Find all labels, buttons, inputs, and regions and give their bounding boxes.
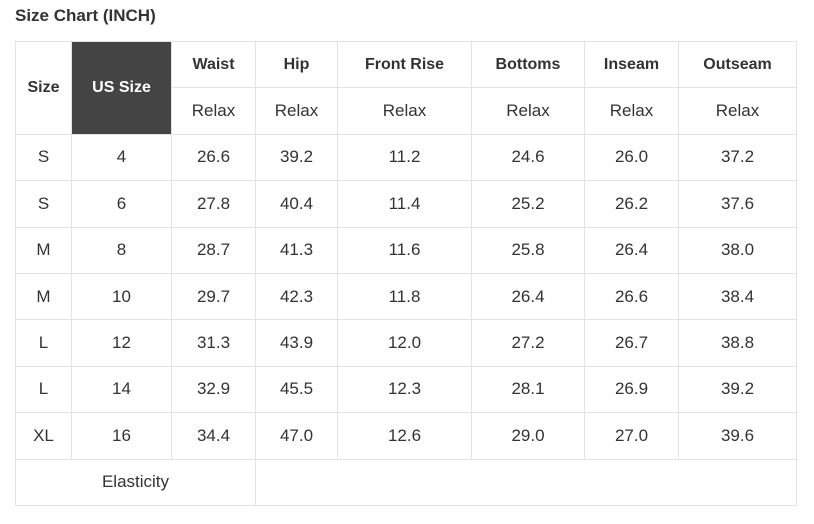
table-cell: 14 bbox=[71, 365, 172, 414]
table-row: Size US Size Waist Hip Front Rise Bottoms Inse… bbox=[15, 40, 797, 135]
header-cell: Outseam bbox=[678, 40, 797, 89]
table-cell: 42.3 bbox=[255, 272, 338, 321]
table-cell: M bbox=[15, 272, 72, 321]
table-cell: 12 bbox=[71, 319, 172, 367]
table-cell: 43.9 bbox=[255, 319, 338, 367]
table-cell: M bbox=[15, 226, 72, 274]
table-row: S 4 26.6 39.2 11.2 24.6 26.0 37.2 bbox=[15, 133, 797, 182]
table-cell: 45.5 bbox=[255, 365, 338, 414]
table-cell: 25.8 bbox=[471, 226, 585, 274]
table-cell: 29.7 bbox=[171, 272, 256, 321]
table-cell: 16 bbox=[71, 412, 172, 460]
table-cell: 26.4 bbox=[471, 272, 585, 321]
table-cell: 11.2 bbox=[337, 133, 472, 182]
table-cell: S bbox=[15, 180, 72, 228]
size-table: Size US Size Waist Hip Front Rise Bottoms Inse… bbox=[15, 40, 797, 506]
empty-cell bbox=[255, 458, 797, 506]
table-cell: 34.4 bbox=[171, 412, 256, 460]
table-row: M 10 29.7 42.3 11.8 26.4 26.6 38.4 bbox=[15, 272, 797, 321]
header-cell: Front Rise bbox=[337, 40, 472, 89]
footer-cell: Elasticity bbox=[15, 458, 256, 506]
table-cell: 26.0 bbox=[584, 133, 679, 182]
table-cell: 38.4 bbox=[678, 272, 797, 321]
table-cell: 39.2 bbox=[678, 365, 797, 414]
table-cell: 6 bbox=[71, 180, 172, 228]
table-cell: 38.0 bbox=[678, 226, 797, 274]
table-row: Relax Relax Relax Relax Relax Relax bbox=[16, 87, 797, 135]
table-cell: 37.6 bbox=[678, 180, 797, 228]
header-cell: Waist bbox=[171, 40, 256, 89]
header-cell: US Size bbox=[71, 41, 172, 135]
table-cell: 12.6 bbox=[337, 412, 472, 460]
subheader-cell: Relax bbox=[471, 87, 585, 135]
table-row: XL 16 34.4 47.0 12.6 29.0 27.0 39.6 bbox=[15, 412, 797, 460]
table-cell: 11.4 bbox=[337, 180, 472, 228]
table-cell: 24.6 bbox=[471, 133, 585, 182]
table-cell: 10 bbox=[71, 272, 172, 321]
table-cell: XL bbox=[15, 412, 72, 460]
table-cell: 37.2 bbox=[678, 133, 797, 182]
table-cell: 32.9 bbox=[171, 365, 256, 414]
table-cell: 39.6 bbox=[678, 412, 797, 460]
table-row: Elasticity bbox=[15, 458, 797, 506]
subheader-cell: Relax bbox=[171, 87, 256, 135]
table-cell: 39.2 bbox=[255, 133, 338, 182]
table-cell: 26.7 bbox=[584, 319, 679, 367]
table-cell: 26.2 bbox=[584, 180, 679, 228]
table-row: L 12 31.3 43.9 12.0 27.2 26.7 38.8 bbox=[15, 319, 797, 367]
table-cell: 27.2 bbox=[471, 319, 585, 367]
table-cell: 26.4 bbox=[584, 226, 679, 274]
table-cell: L bbox=[15, 365, 72, 414]
table-cell: 40.4 bbox=[255, 180, 338, 228]
subheader-cell: Relax bbox=[584, 87, 679, 135]
table-cell: 29.0 bbox=[471, 412, 585, 460]
table-cell: 47.0 bbox=[255, 412, 338, 460]
title: Size Chart (INCH) bbox=[15, 6, 156, 25]
table-cell: 4 bbox=[71, 133, 172, 182]
header-cell: Inseam bbox=[584, 40, 679, 89]
header-cell: Hip bbox=[255, 40, 338, 89]
table-cell: 41.3 bbox=[255, 226, 338, 274]
table-row: M 8 28.7 41.3 11.6 25.8 26.4 38.0 bbox=[15, 226, 797, 274]
table-cell: 26.9 bbox=[584, 365, 679, 414]
table-cell: 12.3 bbox=[337, 365, 472, 414]
table-cell: 38.8 bbox=[678, 319, 797, 367]
table-cell: 25.2 bbox=[471, 180, 585, 228]
subheader-cell: Relax bbox=[255, 87, 338, 135]
table-cell: 26.6 bbox=[171, 133, 256, 182]
table-row: S 6 27.8 40.4 11.4 25.2 26.2 37.6 bbox=[15, 180, 797, 228]
table-cell: L bbox=[15, 319, 72, 367]
table-cell: 28.7 bbox=[171, 226, 256, 274]
table-cell: 12.0 bbox=[337, 319, 472, 367]
table-row: L 14 32.9 45.5 12.3 28.1 26.9 39.2 bbox=[15, 365, 797, 414]
header-cell: Bottoms bbox=[471, 40, 585, 89]
header-cell: Size bbox=[15, 41, 72, 135]
table-cell: S bbox=[15, 133, 72, 182]
table-cell: 11.6 bbox=[337, 226, 472, 274]
table-cell: 27.8 bbox=[171, 180, 256, 228]
table-cell: 11.8 bbox=[337, 272, 472, 321]
table-cell: 31.3 bbox=[171, 319, 256, 367]
table-cell: 8 bbox=[71, 226, 172, 274]
table-cell: 28.1 bbox=[471, 365, 585, 414]
table-cell: 27.0 bbox=[584, 412, 679, 460]
table-cell: 26.6 bbox=[584, 272, 679, 321]
subheader-cell: Relax bbox=[337, 87, 472, 135]
subheader-cell: Relax bbox=[678, 87, 797, 135]
